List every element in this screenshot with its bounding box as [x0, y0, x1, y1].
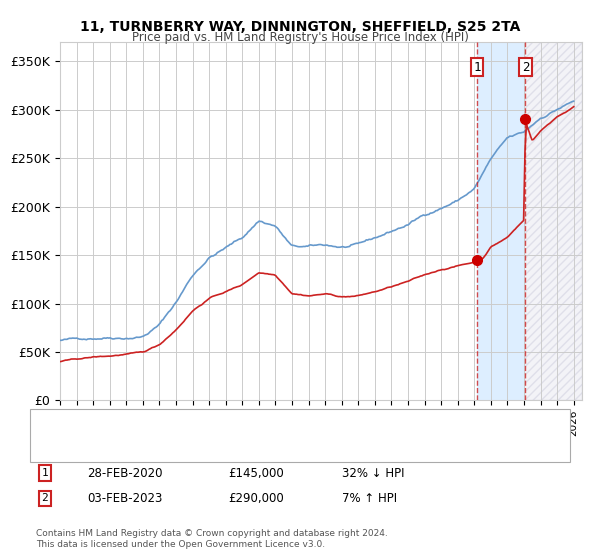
Text: HPI: Average price, detached house, Rotherham: HPI: Average price, detached house, Roth… [93, 438, 343, 449]
Text: Price paid vs. HM Land Registry's House Price Index (HPI): Price paid vs. HM Land Registry's House … [131, 31, 469, 44]
Text: £290,000: £290,000 [228, 492, 284, 505]
Text: 7% ↑ HPI: 7% ↑ HPI [342, 492, 397, 505]
Text: 1: 1 [41, 468, 49, 478]
Text: Contains HM Land Registry data © Crown copyright and database right 2024.
This d: Contains HM Land Registry data © Crown c… [36, 529, 388, 549]
Text: 11, TURNBERRY WAY, DINNINGTON, SHEFFIELD, S25 2TA (detached house): 11, TURNBERRY WAY, DINNINGTON, SHEFFIELD… [93, 418, 481, 428]
Text: 2: 2 [521, 60, 529, 73]
Text: 2: 2 [41, 493, 49, 503]
Text: 32% ↓ HPI: 32% ↓ HPI [342, 466, 404, 480]
Bar [526, 42, 582, 400]
Text: 11, TURNBERRY WAY, DINNINGTON, SHEFFIELD, S25 2TA: 11, TURNBERRY WAY, DINNINGTON, SHEFFIELD… [80, 20, 520, 34]
Text: 28-FEB-2020: 28-FEB-2020 [87, 466, 163, 480]
Text: 03-FEB-2023: 03-FEB-2023 [87, 492, 163, 505]
Text: 1: 1 [473, 60, 481, 73]
Bar [477, 42, 526, 400]
Text: £145,000: £145,000 [228, 466, 284, 480]
